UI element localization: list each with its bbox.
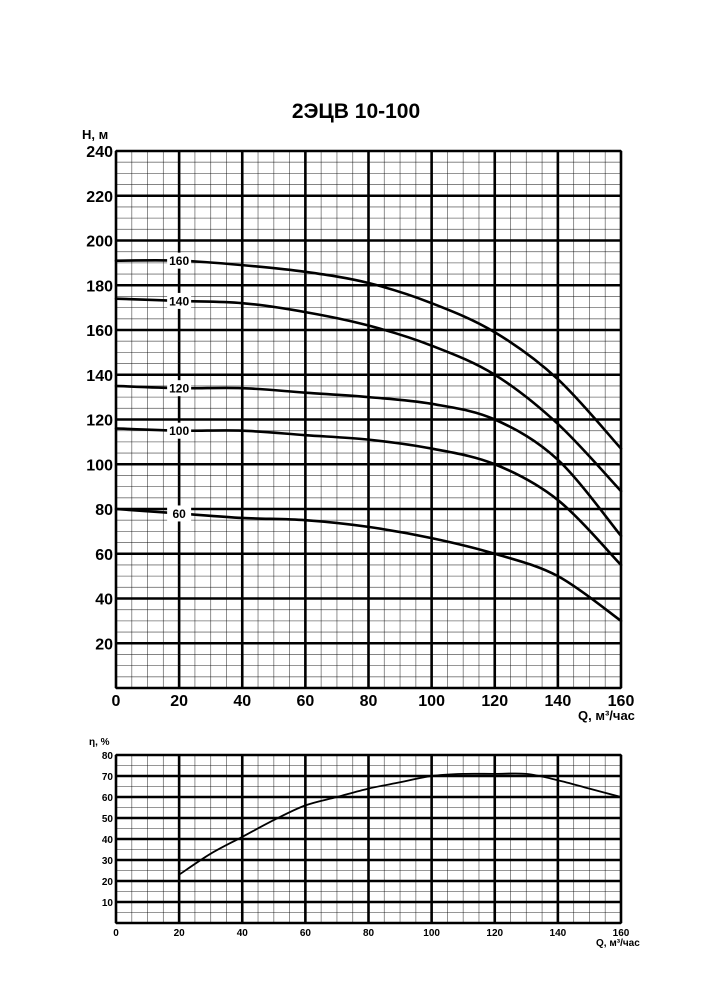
series-line — [178, 772, 622, 876]
series-line-60 — [114, 507, 623, 623]
curve-label-120: 120 — [169, 382, 189, 396]
y-tick-label: 40 — [102, 835, 114, 846]
curve-label-bg — [167, 505, 192, 522]
y-tick-label: 70 — [102, 772, 114, 783]
y-tick-label: 120 — [86, 413, 113, 430]
x-tick-label: 100 — [423, 928, 440, 939]
x-tick-label: 40 — [233, 693, 251, 710]
y-tick-label: 80 — [102, 751, 114, 762]
y-tick-label: 40 — [95, 592, 113, 609]
x-tick-label: 60 — [300, 928, 312, 939]
curve-label-bg — [167, 380, 192, 397]
x-tick-label: 160 — [613, 928, 630, 939]
y-tick-label: 200 — [86, 234, 113, 251]
x-tick-label: 0 — [113, 928, 119, 939]
curve-label-160: 160 — [169, 254, 189, 268]
x-tick-label: 20 — [174, 928, 186, 939]
y-tick-label: 160 — [86, 323, 113, 340]
y-tick-label: 80 — [95, 502, 113, 519]
plot-frame — [115, 150, 622, 689]
x-tick-label: 80 — [360, 693, 378, 710]
x-tick-label: 140 — [545, 693, 572, 710]
efficiency-chart: 0 20 40 60 80 100 120 140 160 10 20 30 40 50 60 70 80 η, … — [89, 737, 640, 949]
y-tick-label: 180 — [86, 278, 113, 295]
y-tick-label: 20 — [102, 877, 114, 888]
grid — [114, 149, 623, 690]
y-tick-label: 240 — [86, 144, 113, 161]
x-tick-label: 120 — [481, 693, 508, 710]
x-axis-label: Q, м³/час — [578, 708, 635, 723]
y-tick-label: 20 — [95, 636, 113, 653]
y-tick-label: 30 — [102, 856, 114, 867]
x-tick-label: 100 — [418, 693, 445, 710]
y-tick-label: 140 — [86, 368, 113, 385]
plot-frame — [115, 754, 622, 924]
x-axis-label: Q, м³/час — [596, 938, 640, 949]
curve-label-bg — [167, 292, 192, 309]
x-tick-label: 80 — [363, 928, 375, 939]
y-tick-label: 220 — [86, 189, 113, 206]
y-tick-label: 10 — [102, 898, 114, 909]
x-tick-label: 120 — [486, 928, 503, 939]
series-line-160 — [114, 259, 623, 450]
head-chart: 0 20 40 60 80 100 120 140 160 20 40 60 80 100 120 140 16… — [82, 127, 635, 723]
grid — [114, 753, 623, 925]
series-line-140 — [114, 297, 623, 493]
y-tick-label: 60 — [95, 547, 113, 564]
y-tick-label: 60 — [102, 793, 114, 804]
x-tick-label: 60 — [296, 693, 314, 710]
x-tick-label: 20 — [170, 693, 188, 710]
x-tick-label: 0 — [112, 693, 121, 710]
x-tick-label: 140 — [550, 928, 567, 939]
curve-label-60: 60 — [172, 507, 186, 521]
y-tick-label: 50 — [102, 814, 114, 825]
curve-label-bg — [167, 422, 192, 439]
y-tick-label: 100 — [86, 457, 113, 474]
chart-title: 2ЭЦВ 10-100 — [291, 100, 421, 123]
series-line-100 — [114, 427, 623, 567]
y-axis-label: η, % — [89, 737, 110, 748]
curve-label-140: 140 — [169, 294, 189, 308]
x-tick-label: 160 — [608, 693, 635, 710]
y-axis-label: H, м — [82, 127, 108, 142]
series-line-120 — [114, 384, 623, 538]
x-tick-label: 40 — [237, 928, 249, 939]
curve-label-bg — [167, 252, 192, 269]
curve-label-100: 100 — [169, 424, 189, 438]
